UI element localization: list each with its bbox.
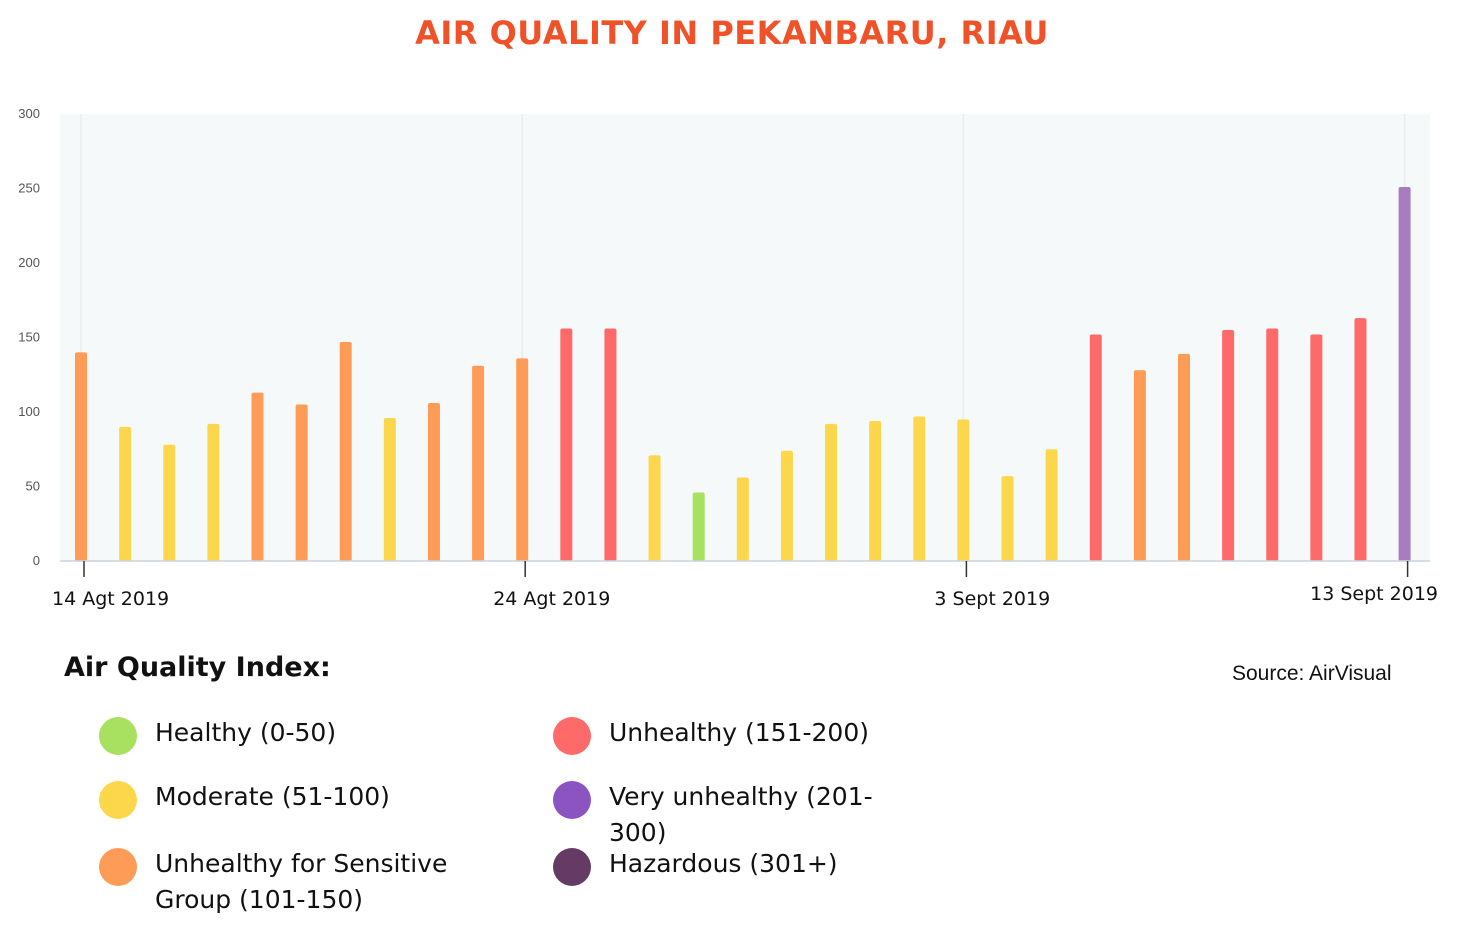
bar-21 <box>1001 476 1014 561</box>
legend-dot-healthy <box>99 717 137 755</box>
bar-7 <box>383 417 396 561</box>
bar-9 <box>472 365 485 561</box>
legend-item-moderate: Moderate (51-100) <box>99 779 475 819</box>
y-tick-label-6: 300 <box>18 106 40 121</box>
bar-19 <box>913 416 926 561</box>
legend-dot-very-unhealthy <box>553 781 591 819</box>
bar-29 <box>1354 318 1367 561</box>
bar-24 <box>1133 370 1146 561</box>
y-tick-label-2: 100 <box>18 404 40 419</box>
y-tick-label-1: 50 <box>26 479 40 494</box>
y-tick-label-3: 150 <box>18 330 40 345</box>
legend-dot-sensitive <box>99 848 137 886</box>
y-tick-label-5: 250 <box>18 181 40 196</box>
bar-15 <box>736 477 749 561</box>
legend-dot-hazardous <box>553 848 591 886</box>
bar-20 <box>957 419 970 561</box>
bar-23 <box>1089 334 1102 561</box>
legend-label-moderate: Moderate (51-100) <box>155 782 390 811</box>
x-tick-label-1: 24 Agt 2019 <box>493 588 610 610</box>
y-tick-label-0: 0 <box>33 553 40 568</box>
bar-4 <box>251 392 264 561</box>
legend-label-healthy: Healthy (0-50) <box>155 718 337 747</box>
legend-dot-unhealthy <box>553 717 591 755</box>
x-tick-label-3: 13 Sept 2019 <box>1310 583 1438 605</box>
x-tick-label-2: 3 Sept 2019 <box>934 588 1050 610</box>
legend-item-hazardous: Hazardous (301+) <box>553 846 929 886</box>
bar-8 <box>427 403 440 561</box>
bar-30 <box>1398 187 1411 561</box>
bar-22 <box>1045 449 1058 561</box>
bar-11 <box>560 328 573 561</box>
bar-10 <box>516 358 529 561</box>
x-axis: 14 Agt 2019 24 Agt 2019 3 Sept 2019 13 Sept… <box>52 561 1438 610</box>
chart-title: AIR QUALITY IN PEKANBARU, RIAU <box>415 14 1049 52</box>
bar-16 <box>780 450 793 561</box>
bar-17 <box>825 423 838 561</box>
bars <box>75 187 1411 561</box>
bar-13 <box>648 455 661 561</box>
x-tick-label-0: 14 Agt 2019 <box>52 588 169 610</box>
bar-25 <box>1178 353 1190 561</box>
legend-title: Air Quality Index: <box>64 652 331 683</box>
legend-item-sensitive: Unhealthy for Sensitive Group (101-150) <box>99 846 455 918</box>
bar-0 <box>75 352 87 561</box>
bar-chart: 0 50 100 150 200 250 300 14 Agt 2019 24 Agt 201… <box>18 106 1438 610</box>
bar-12 <box>604 328 617 561</box>
bar-14 <box>692 492 705 561</box>
legend-dot-moderate <box>99 781 137 819</box>
y-axis: 0 50 100 150 200 250 300 <box>18 106 40 568</box>
y-tick-label-4: 200 <box>18 255 40 270</box>
bar-28 <box>1310 334 1323 561</box>
bar-27 <box>1266 328 1279 561</box>
legend-label-sensitive: Unhealthy for Sensitive Group (101-150) <box>155 849 448 914</box>
legend-item-very-unhealthy: Very unhealthy (201-300) <box>553 779 929 851</box>
bar-18 <box>869 420 882 561</box>
legend-label-unhealthy: Unhealthy (151-200) <box>609 718 869 747</box>
bar-6 <box>339 341 352 561</box>
bar-2 <box>163 444 176 561</box>
bar-5 <box>295 404 308 561</box>
legend-label-very-unhealthy: Very unhealthy (201-300) <box>609 782 873 847</box>
legend-item-unhealthy: Unhealthy (151-200) <box>553 715 929 755</box>
bar-26 <box>1222 330 1235 561</box>
bar-1 <box>119 426 132 561</box>
source-note: Source: AirVisual <box>1232 662 1392 685</box>
legend-item-healthy: Healthy (0-50) <box>99 715 475 755</box>
bar-3 <box>207 423 220 561</box>
legend-label-hazardous: Hazardous (301+) <box>609 849 838 878</box>
